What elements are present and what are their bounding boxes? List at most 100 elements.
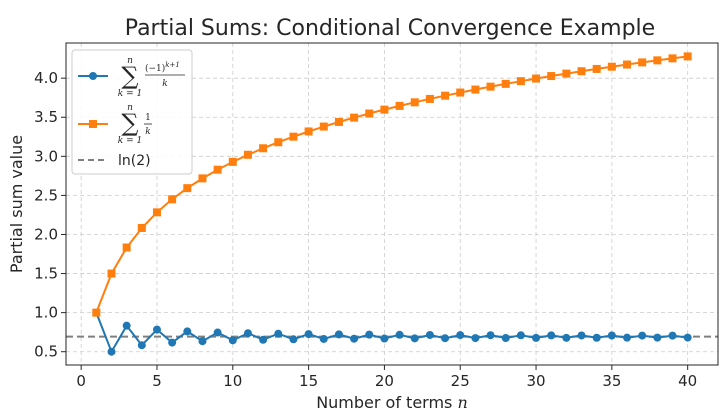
x-tick-label: 5: [152, 372, 162, 390]
alternating-data-point: [122, 321, 131, 330]
alternating-data-point: [577, 331, 586, 340]
harmonic-series-line: [95, 55, 688, 313]
alternating-data-point: [350, 334, 359, 343]
harmonic-data-point: [532, 74, 541, 83]
alternating-data-point: [653, 333, 662, 342]
harmonic-data-point: [259, 144, 268, 153]
harmonic-data-point: [304, 127, 313, 136]
alternating-data-point: [107, 347, 116, 356]
x-tick-label: 10: [223, 372, 242, 390]
alternating-data-point: [592, 333, 601, 342]
legend-harm-sum-symbol: ∑: [121, 109, 138, 137]
harmonic-data-point: [107, 269, 116, 278]
legend-box: [71, 49, 193, 175]
series-group: [92, 52, 692, 356]
y-tick-label: 2.5: [34, 186, 58, 204]
alternating-data-point: [274, 329, 283, 338]
alternating-data-point: [183, 327, 192, 336]
harmonic-data-point: [183, 184, 192, 193]
alternating-data-point: [516, 331, 525, 340]
x-tick-label: 35: [602, 372, 621, 390]
harmonic-data-point: [380, 105, 389, 114]
harmonic-data-point: [319, 122, 328, 131]
alternating-data-point: [441, 334, 450, 343]
x-tick-label: 0: [76, 372, 86, 390]
alternating-data-point: [259, 335, 268, 344]
alternating-data-point: [410, 334, 419, 343]
alternating-data-point: [395, 330, 404, 339]
y-tick-label: 1.0: [34, 304, 58, 322]
alternating-data-point: [137, 341, 146, 350]
legend-label-ln2: ln(2): [118, 153, 151, 169]
alternating-data-point: [562, 333, 571, 342]
y-tick-label: 3.0: [34, 147, 58, 165]
legend-marker-square: [89, 120, 97, 128]
alternating-data-point: [501, 333, 510, 342]
alternating-data-point: [228, 336, 237, 345]
legend-harm-sum-top: n: [127, 103, 133, 113]
alternating-data-point: [243, 329, 252, 338]
harmonic-data-point: [456, 88, 465, 97]
harmonic-data-point: [137, 223, 146, 232]
harmonic-data-point: [471, 85, 480, 94]
harmonic-data-point: [198, 174, 207, 183]
y-tick-label: 4.0: [34, 69, 58, 87]
alternating-data-point: [365, 330, 374, 339]
harmonic-data-point: [683, 52, 692, 61]
alternating-data-point: [198, 337, 207, 346]
alternating-data-point: [334, 330, 343, 339]
x-tick-label: 40: [678, 372, 697, 390]
harmonic-data-point: [441, 91, 450, 100]
harmonic-data-point: [516, 77, 525, 86]
harmonic-data-point: [274, 138, 283, 147]
harmonic-data-point: [425, 94, 434, 103]
harmonic-data-point: [334, 117, 343, 126]
alternating-data-point: [304, 330, 313, 339]
legend-alt-denominator: k: [162, 79, 167, 89]
harmonic-data-point: [410, 98, 419, 107]
x-tick-label: 30: [526, 372, 545, 390]
alternating-data-point: [380, 334, 389, 343]
alternating-data-point: [532, 333, 541, 342]
alternating-data-point: [668, 331, 677, 340]
alternating-data-point: [152, 325, 161, 334]
harmonic-data-point: [213, 165, 222, 174]
alternating-data-point: [638, 331, 647, 340]
harmonic-data-point: [168, 195, 177, 204]
harmonic-data-point: [243, 150, 252, 159]
harmonic-data-point: [122, 243, 131, 252]
alternating-data-point: [547, 331, 556, 340]
legend-entry-ln2: ln(2): [78, 153, 151, 169]
x-axis-label: Number of terms n: [316, 393, 468, 412]
harmonic-data-point: [228, 157, 237, 166]
harmonic-data-point: [638, 58, 647, 67]
alternating-data-point: [168, 338, 177, 347]
y-axis-label: Partial sum value: [7, 135, 26, 273]
harmonic-data-point: [92, 308, 101, 317]
legend-harm-denominator: k: [145, 127, 150, 137]
y-tick-label: 0.5: [34, 343, 58, 361]
harmonic-data-point: [592, 64, 601, 73]
legend-harm-numerator: 1: [145, 113, 151, 123]
alternating-data-point: [289, 335, 298, 344]
alternating-series-line: [95, 312, 688, 354]
x-tick-label: 20: [375, 372, 394, 390]
harmonic-data-point: [547, 72, 556, 81]
alternating-data-point: [213, 328, 222, 337]
harmonic-data-point: [577, 67, 586, 76]
harmonic-data-point: [152, 208, 161, 217]
harmonic-data-point: [607, 62, 616, 71]
alternating-data-point: [456, 331, 465, 340]
y-tick-label: 2.0: [34, 225, 58, 243]
legend: n ∑ k = 1 (−1)k+1 k n ∑ k = 1 1 k ln(2): [71, 49, 193, 175]
harmonic-data-point: [668, 54, 677, 63]
harmonic-data-point: [395, 101, 404, 110]
harmonic-data-point: [562, 69, 571, 78]
y-tick-label: 3.5: [34, 108, 58, 126]
alternating-data-point: [471, 334, 480, 343]
alternating-data-point: [623, 333, 632, 342]
harmonic-data-point: [501, 79, 510, 88]
legend-marker-circle: [89, 72, 97, 80]
chart-title: Partial Sums: Conditional Convergence Ex…: [125, 16, 655, 41]
legend-alt-numerator: (−1)k+1: [145, 61, 180, 74]
